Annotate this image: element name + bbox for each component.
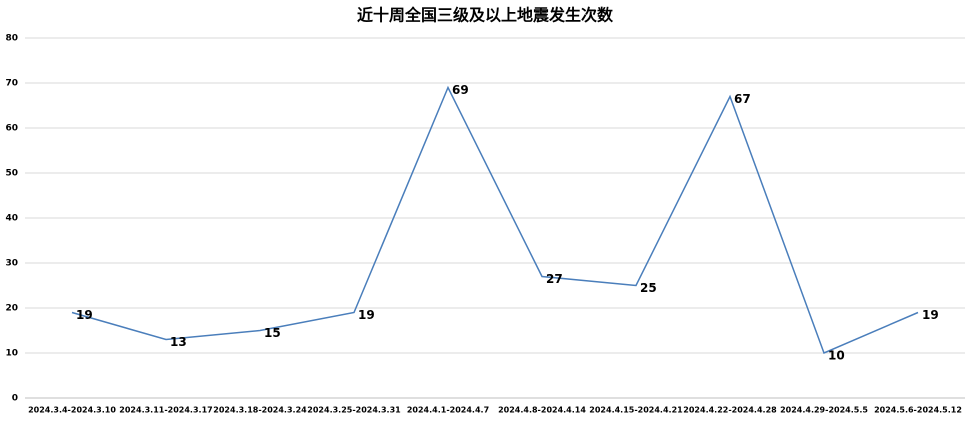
- x-tick-label: 2024.4.29-2024.5.5: [780, 406, 868, 415]
- y-tick-label: 60: [5, 124, 18, 134]
- x-tick-label: 2024.3.18-2024.3.24: [213, 406, 307, 415]
- data-label: 27: [546, 272, 563, 286]
- y-tick-label: 30: [5, 259, 18, 269]
- data-label: 25: [640, 281, 657, 295]
- x-tick-label: 2024.5.6-2024.5.12: [874, 406, 962, 415]
- x-tick-label: 2024.3.4-2024.3.10: [28, 406, 116, 415]
- data-label: 10: [828, 349, 845, 363]
- y-tick-label: 0: [12, 394, 18, 404]
- data-line: [71, 85, 919, 355]
- y-tick-label: 20: [5, 304, 18, 314]
- y-tick-label: 70: [5, 79, 18, 89]
- data-label: 19: [76, 308, 93, 322]
- x-tick-label: 2024.4.22-2024.4.28: [683, 406, 777, 415]
- y-tick-label: 40: [5, 214, 18, 224]
- x-tick-label: 2024.3.11-2024.3.17: [119, 406, 212, 415]
- data-label: 19: [358, 308, 375, 322]
- y-tick-label: 80: [5, 34, 18, 44]
- data-label: 15: [264, 326, 281, 340]
- y-tick-label: 10: [5, 349, 18, 359]
- data-label: 69: [452, 83, 469, 97]
- x-tick-label: 2024.4.15-2024.4.21: [589, 406, 683, 415]
- x-tick-label: 2024.3.25-2024.3.31: [307, 406, 401, 415]
- data-label: 19: [922, 308, 939, 322]
- chart-title: 近十周全国三级及以上地震发生次数: [357, 6, 614, 25]
- x-tick-label: 2024.4.8-2024.4.14: [498, 406, 586, 415]
- data-label: 67: [734, 92, 751, 106]
- x-tick-label: 2024.4.1-2024.4.7: [407, 406, 489, 415]
- y-tick-label: 50: [5, 169, 18, 179]
- data-label: 13: [170, 335, 187, 349]
